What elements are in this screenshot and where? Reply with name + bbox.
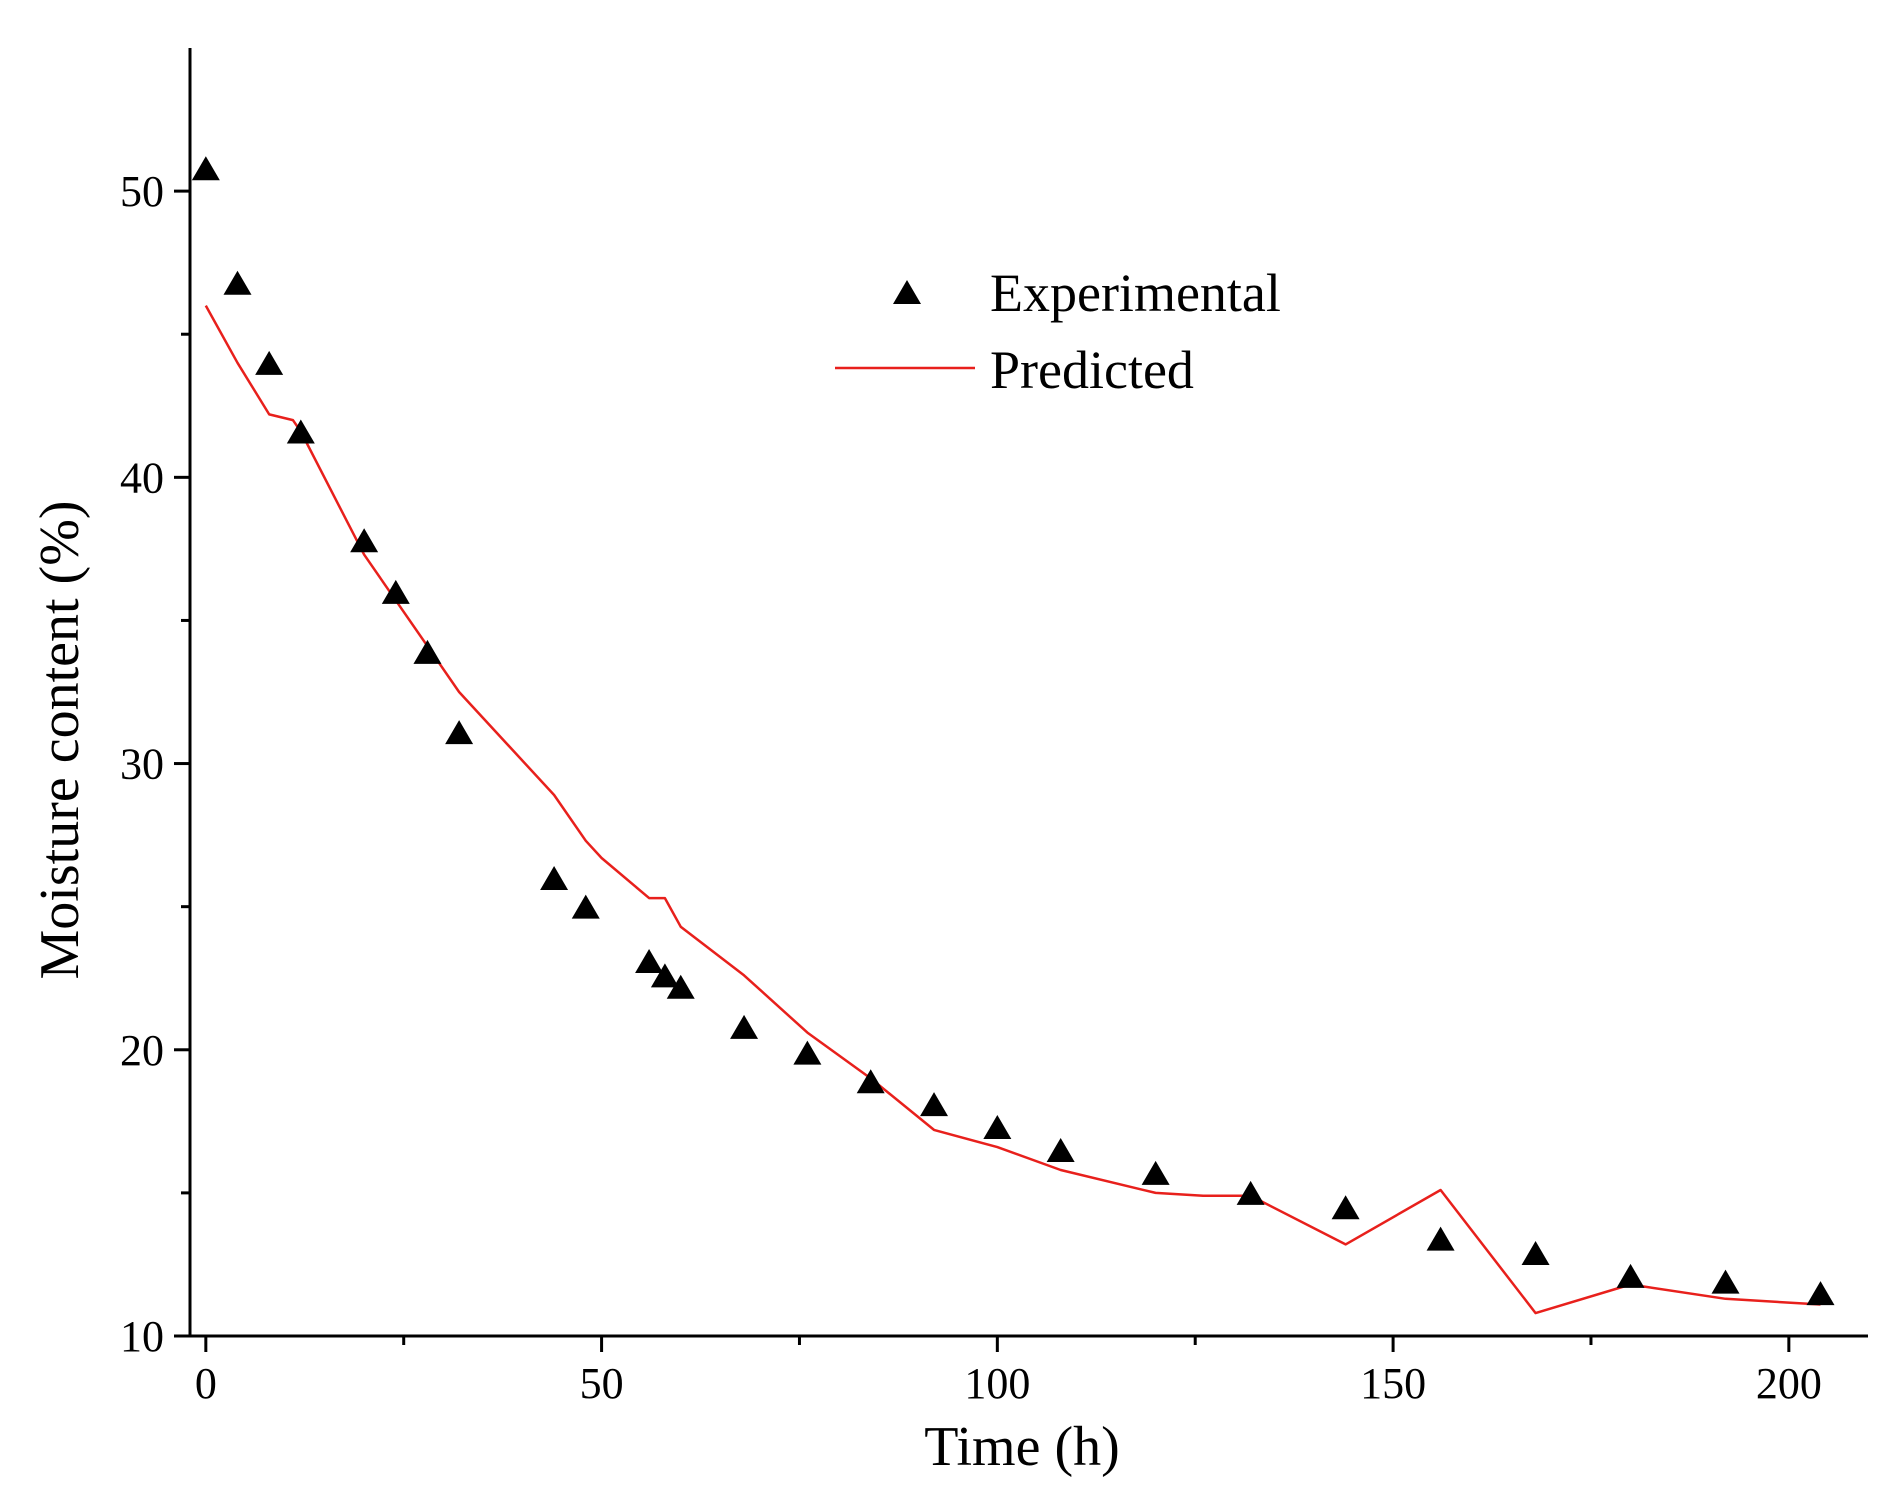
legend: Experimental Predicted [835, 263, 1281, 400]
experimental-point [920, 1092, 949, 1117]
experimental-point [1806, 1281, 1835, 1306]
experimental-point [350, 528, 379, 553]
x-tick-label: 150 [1360, 1359, 1426, 1408]
experimental-point [1711, 1269, 1740, 1294]
axes [188, 48, 1868, 1338]
experimental-point [1616, 1263, 1645, 1288]
y-tick-label: 10 [120, 1312, 164, 1361]
y-tick-label: 30 [120, 740, 164, 789]
experimental-point [191, 156, 220, 181]
experimental-point [381, 579, 410, 604]
experimental-point [1141, 1160, 1170, 1185]
experimental-point [255, 350, 284, 375]
experimental-point [571, 894, 600, 919]
y-tick-label: 50 [120, 167, 164, 216]
experimental-point [666, 974, 695, 999]
experimental-point [983, 1115, 1012, 1140]
predicted-series-line [204, 304, 1821, 1315]
experimental-point [540, 866, 569, 891]
experimental-point [1046, 1137, 1075, 1162]
experimental-point [856, 1069, 885, 1094]
experimental-point [1426, 1226, 1455, 1251]
legend-experimental-label: Experimental [990, 263, 1281, 323]
y-axis-title: Moisture content (%) [29, 501, 91, 980]
experimental-point [1521, 1240, 1550, 1265]
experimental-point [650, 963, 679, 988]
x-tick-label: 200 [1756, 1359, 1822, 1408]
y-tick-label: 40 [120, 453, 164, 502]
experimental-point [413, 639, 442, 664]
experimental-point [286, 419, 315, 444]
experimental-point [635, 949, 664, 974]
legend-predicted-label: Predicted [990, 340, 1194, 400]
experimental-point [1331, 1195, 1360, 1220]
experimental-point [223, 270, 252, 295]
legend-experimental-marker-icon [893, 280, 921, 304]
experimental-point [793, 1040, 822, 1065]
tick-labels: 0 50 100 150 200 10 20 30 40 50 [120, 167, 1822, 1408]
x-axis-title: Time (h) [924, 1416, 1120, 1478]
tick-marks [174, 189, 1791, 1352]
x-tick-label: 50 [580, 1359, 624, 1408]
y-tick-label: 20 [120, 1026, 164, 1075]
experimental-point [730, 1014, 759, 1039]
experimental-point [1236, 1180, 1265, 1205]
experimental-point [445, 720, 474, 745]
x-tick-label: 100 [964, 1359, 1030, 1408]
x-tick-label: 0 [195, 1359, 217, 1408]
plot-series [191, 156, 1835, 1315]
